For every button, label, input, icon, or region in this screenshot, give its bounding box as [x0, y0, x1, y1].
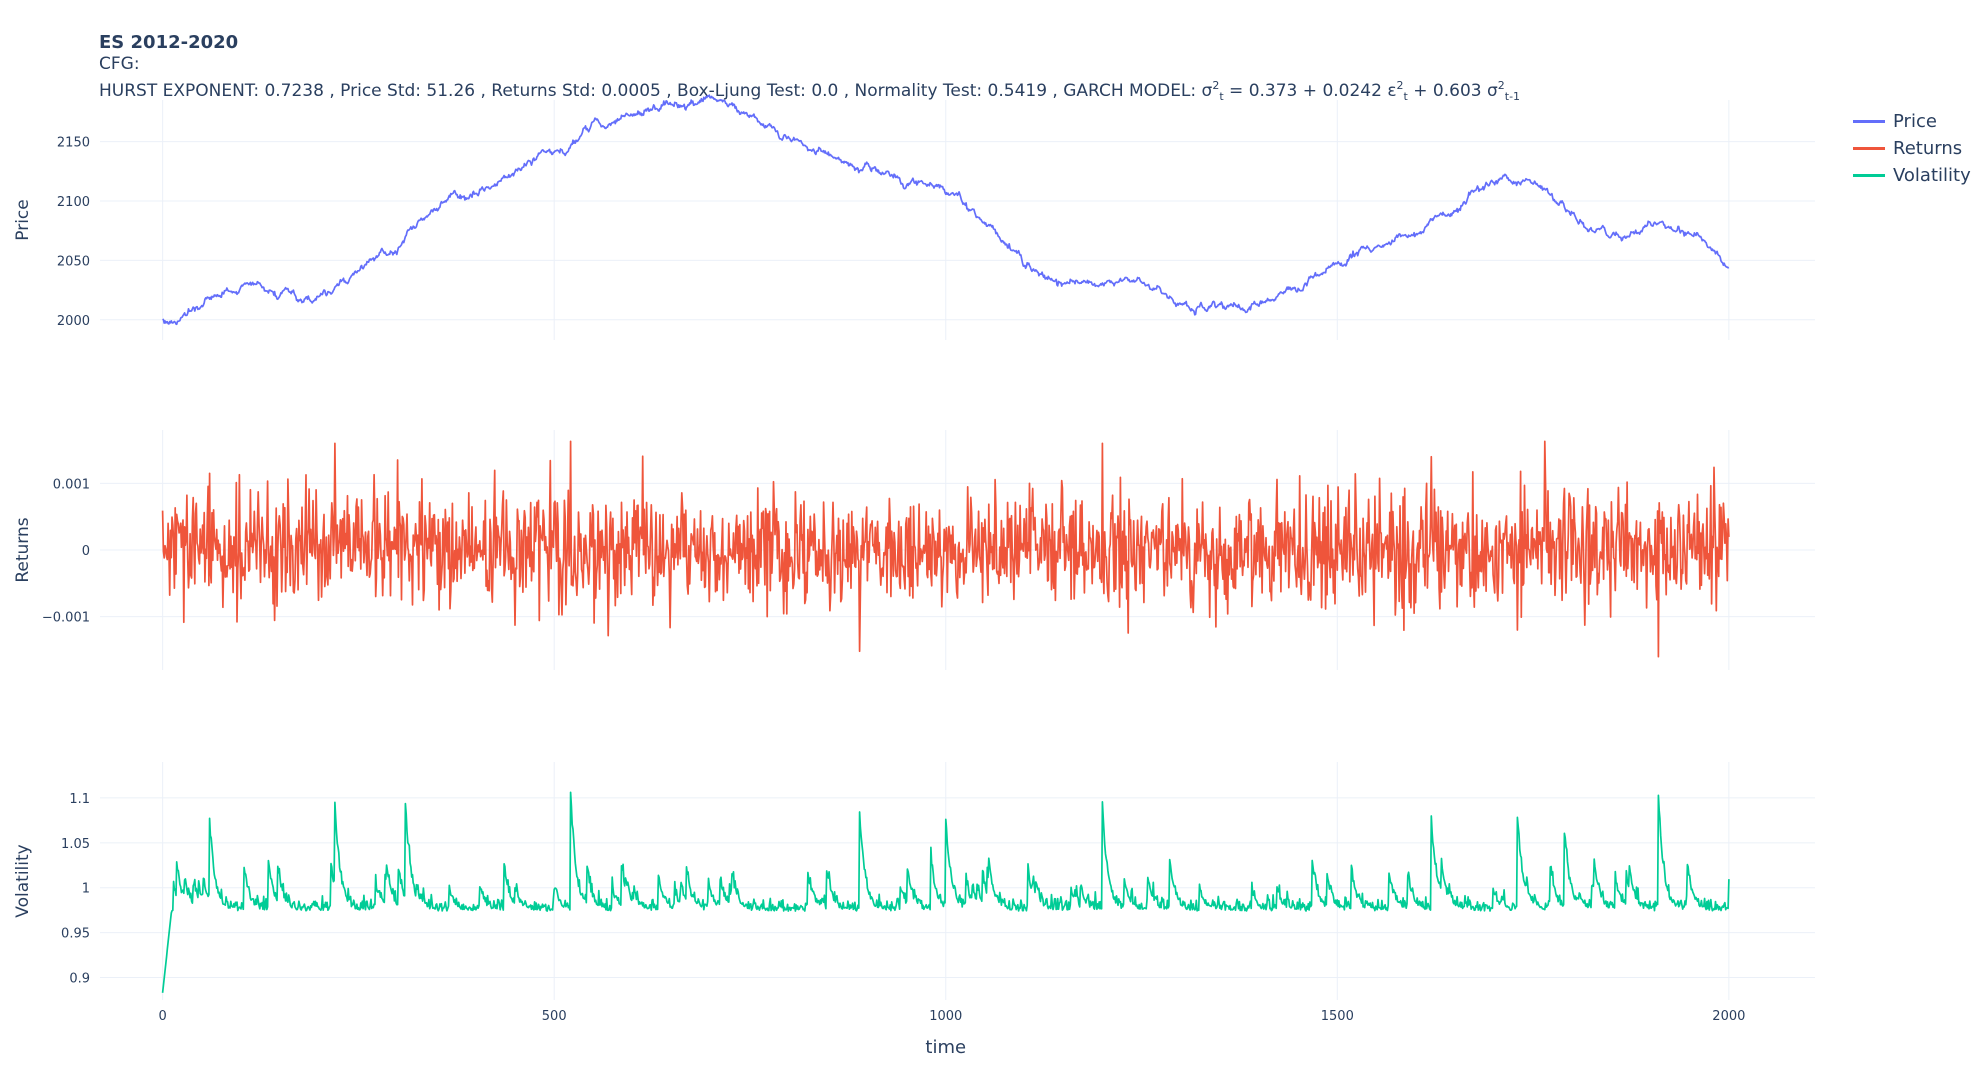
subplot-returns: −0.001 0 0.001 Returns: [13, 430, 1815, 670]
y-tick-label: 0.9: [69, 972, 90, 987]
garch-sigma-sq: 2: [1212, 79, 1220, 92]
garch-epsilon-sq: 2: [1396, 79, 1404, 92]
y-tick-label: 2100: [57, 195, 90, 210]
garch-beta: + 0.603: [1407, 81, 1487, 101]
garch-sigma: σ: [1201, 81, 1213, 101]
garch-epsilon-sub: t: [1403, 90, 1408, 103]
chart-title: ES 2012-2020: [99, 32, 239, 53]
legend-item-volatility[interactable]: Volatility: [1853, 162, 1971, 189]
x-tick-label: 2000: [1712, 1009, 1745, 1024]
y-tick-label: 2000: [57, 314, 90, 329]
stats-text: HURST EXPONENT: 0.7238 , Price Std: 51.2…: [99, 81, 1202, 101]
series-line-price[interactable]: [162, 94, 1730, 326]
legend: Price Returns Volatility: [1853, 108, 1971, 189]
legend-swatch-volatility: [1853, 174, 1885, 177]
garch-sigma-lag: σ: [1486, 81, 1498, 101]
y-tick-label: 1.05: [61, 837, 90, 852]
garch-omega: = 0.373 +: [1223, 81, 1323, 101]
legend-item-returns[interactable]: Returns: [1853, 135, 1971, 162]
x-tick-label: 1000: [929, 1009, 962, 1024]
chart-subtitle-cfg: CFG:: [99, 54, 140, 74]
y-tick-label: 0: [82, 544, 90, 559]
x-axis-title: time: [925, 1037, 966, 1058]
garch-alpha: 0.0242: [1322, 81, 1388, 101]
chart-stats-line: HURST EXPONENT: 0.7238 , Price Std: 51.2…: [99, 75, 1520, 107]
x-tick-label: 1500: [1321, 1009, 1354, 1024]
garch-epsilon: ε: [1387, 81, 1397, 101]
legend-label-price: Price: [1893, 111, 1937, 132]
series-line-returns[interactable]: [161, 440, 1730, 658]
subplot-volatility: 0.9 0.95 1 1.05 1.1 Volatility 0 500 1000 1500 200…: [13, 762, 1815, 1058]
y-tick-label: 1.1: [69, 792, 90, 807]
x-tick-label: 500: [542, 1009, 567, 1024]
legend-swatch-returns: [1853, 147, 1885, 150]
y-axis-title: Volatility: [13, 844, 33, 917]
garch-sigma-lag-sub: t-1: [1504, 90, 1521, 103]
legend-label-returns: Returns: [1893, 138, 1963, 159]
y-tick-label: −0.001: [42, 611, 90, 626]
garch-sigma-sub: t: [1219, 90, 1224, 103]
x-tick-label: 0: [159, 1009, 167, 1024]
legend-item-price[interactable]: Price: [1853, 108, 1971, 135]
legend-label-volatility: Volatility: [1893, 165, 1971, 186]
garch-sigma-lag-sq: 2: [1497, 79, 1505, 92]
y-tick-label: 1: [82, 882, 90, 897]
series-line-volatility[interactable]: [161, 791, 1730, 993]
legend-swatch-price: [1853, 120, 1885, 123]
y-axis-title: Returns: [13, 517, 33, 582]
subplot-price: 2000 2050 2100 2150 Price: [13, 94, 1815, 340]
chart-title-block: ES 2012-2020 CFG: HURST EXPONENT: 0.7238…: [99, 32, 1520, 107]
y-axis-title: Price: [13, 199, 33, 240]
y-tick-label: 2150: [57, 136, 90, 151]
y-tick-label: 2050: [57, 254, 90, 269]
y-tick-label: 0.001: [53, 477, 90, 492]
y-tick-label: 0.95: [61, 927, 90, 942]
